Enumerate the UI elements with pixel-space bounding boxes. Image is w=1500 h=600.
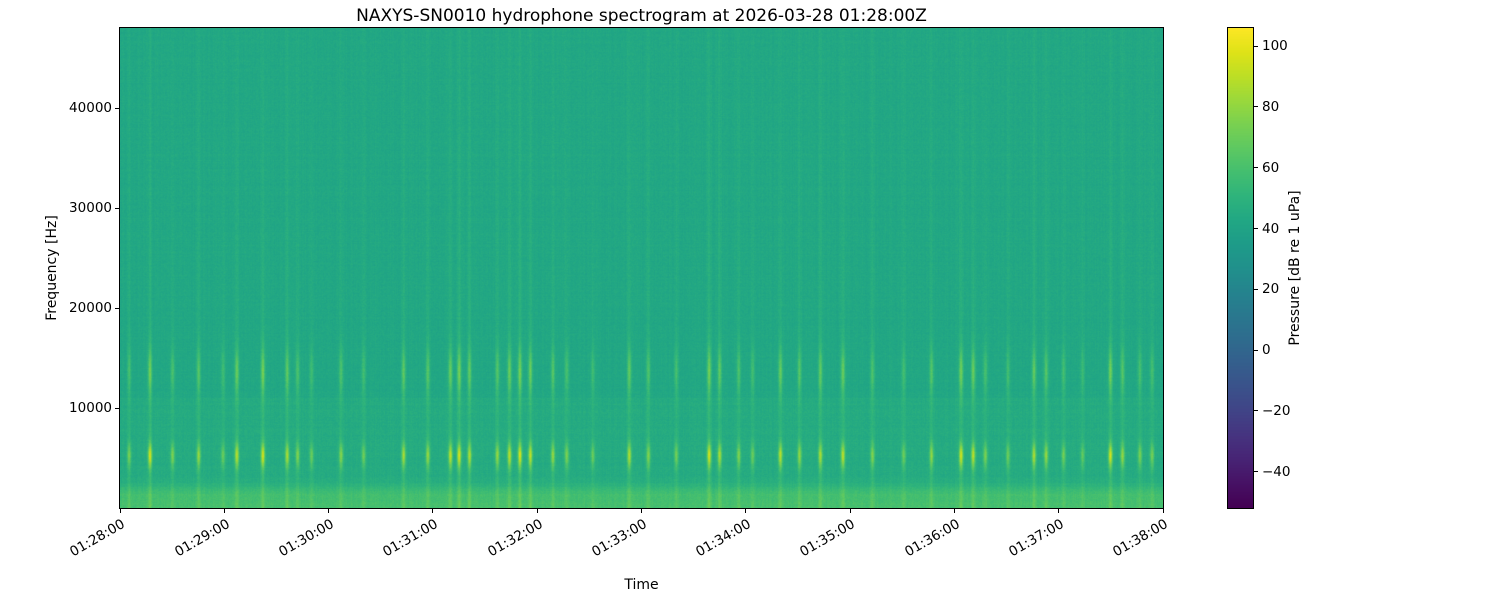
y-tick-label: 40000 bbox=[69, 100, 112, 116]
y-tick-label: 30000 bbox=[69, 200, 112, 216]
x-tick bbox=[1162, 509, 1164, 513]
y-tick bbox=[115, 107, 119, 109]
colorbar-tick-label: 100 bbox=[1262, 38, 1288, 55]
colorbar-image bbox=[1227, 27, 1254, 509]
x-tick-label: 01:38:00 bbox=[1110, 516, 1171, 561]
x-tick-label: 01:37:00 bbox=[1006, 516, 1067, 561]
x-tick-label: 01:31:00 bbox=[380, 516, 441, 561]
x-tick-label: 01:36:00 bbox=[901, 516, 963, 561]
colorbar-tick-label: 0 bbox=[1262, 342, 1271, 359]
x-tick bbox=[1058, 509, 1060, 513]
y-tick-label: 20000 bbox=[69, 300, 112, 316]
colorbar-tick bbox=[1254, 45, 1258, 47]
colorbar-label: Pressure [dB re 1 uPa] bbox=[1287, 190, 1303, 346]
chart-title: NAXYS-SN0010 hydrophone spectrogram at 2… bbox=[356, 6, 927, 26]
y-tick bbox=[115, 207, 119, 209]
x-tick bbox=[641, 509, 642, 513]
x-tick-label: 01:30:00 bbox=[276, 516, 337, 561]
colorbar-tick bbox=[1254, 228, 1258, 229]
colorbar-tick-label: 40 bbox=[1262, 220, 1280, 237]
colorbar-tick-label: 80 bbox=[1262, 98, 1280, 115]
y-tick bbox=[115, 407, 119, 409]
colorbar-tick bbox=[1254, 410, 1258, 412]
x-tick-label: 01:35:00 bbox=[797, 516, 859, 561]
x-tick-label: 01:29:00 bbox=[171, 516, 233, 561]
x-tick bbox=[432, 509, 434, 513]
x-tick bbox=[536, 509, 538, 513]
y-tick bbox=[115, 307, 119, 309]
x-tick-label: 01:32:00 bbox=[484, 516, 546, 561]
x-axis-label: Time bbox=[624, 577, 659, 593]
y-axis-label: Frequency [Hz] bbox=[44, 215, 60, 321]
spectrogram-image bbox=[119, 27, 1164, 509]
colorbar-tick-label: −20 bbox=[1262, 402, 1291, 419]
colorbar-tick-label: 60 bbox=[1262, 159, 1280, 176]
colorbar-tick bbox=[1254, 288, 1258, 290]
x-tick-label: 01:34:00 bbox=[693, 516, 754, 561]
x-tick bbox=[119, 509, 121, 513]
x-tick bbox=[953, 509, 955, 513]
x-tick bbox=[745, 509, 747, 513]
colorbar-tick-label: 20 bbox=[1262, 281, 1280, 298]
y-tick-label: 10000 bbox=[69, 400, 112, 416]
x-tick-label: 01:33:00 bbox=[588, 516, 650, 561]
x-tick-label: 01:28:00 bbox=[67, 516, 128, 561]
colorbar-tick bbox=[1254, 349, 1258, 351]
x-tick bbox=[849, 509, 851, 513]
x-tick bbox=[223, 509, 225, 513]
x-tick bbox=[328, 509, 330, 513]
colorbar-tick bbox=[1254, 106, 1258, 108]
colorbar-tick bbox=[1254, 471, 1258, 473]
colorbar-tick-label: −40 bbox=[1262, 463, 1291, 480]
colorbar-tick bbox=[1254, 167, 1258, 169]
